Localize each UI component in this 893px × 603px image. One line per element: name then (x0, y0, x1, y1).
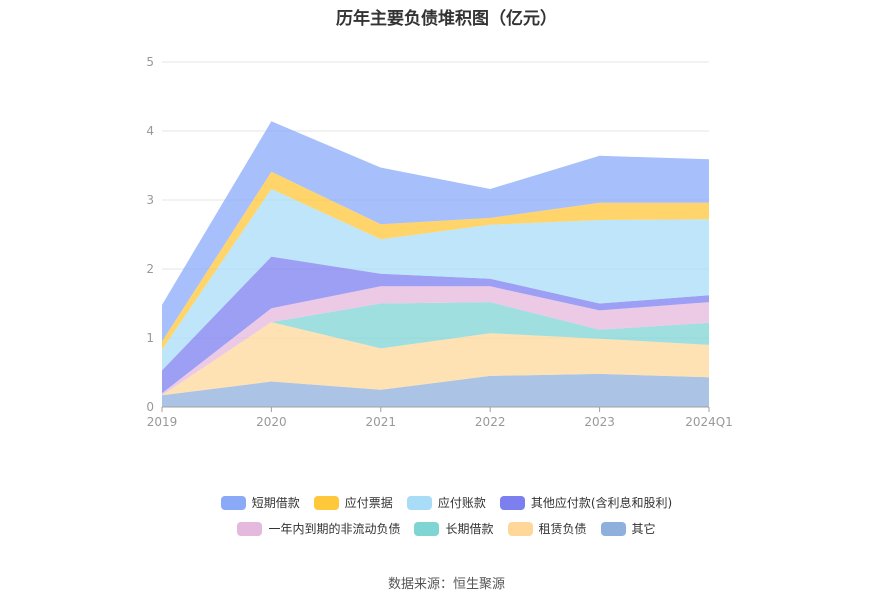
legend-label: 应付票据 (344, 496, 393, 510)
legend-swatch (507, 521, 533, 536)
legend-label: 其他应付款(含利息和股利) (530, 496, 673, 510)
y-tick-label: 5 (146, 55, 154, 69)
axis-layer: 0 1 2 3 4 5 2019 2020 2021 2022 2023 2024Q1 (146, 55, 732, 429)
legend-row: 一年内到期的非流动负债 长期借款 租赁负债 其它 (0, 520, 893, 537)
legend-row: 短期借款 应付票据 应付账款 其他应付款(含利息和股利) (0, 494, 893, 511)
y-tick-label: 4 (146, 124, 154, 138)
chart-title: 历年主要负债堆积图（亿元） (336, 9, 557, 29)
legend-label: 长期借款 (445, 522, 494, 536)
legend-label: 租赁负债 (538, 522, 587, 536)
x-tick-label: 2023 (584, 415, 615, 429)
legend-item[interactable]: 应付账款 (406, 494, 486, 511)
area-series-应付账款 (162, 189, 709, 371)
area-series-其它 (162, 373, 709, 407)
area-layer (162, 121, 709, 407)
area-series-长期借款 (162, 302, 709, 396)
legend-swatch (313, 495, 339, 510)
legend-item[interactable]: 应付票据 (313, 494, 393, 511)
legend-swatch (414, 521, 440, 536)
legend: 短期借款 应付票据 应付账款 其他应付款(含利息和股利) 一年内到期的非流动负债 长期借款… (0, 494, 893, 546)
legend-swatch (600, 521, 626, 536)
legend-swatch (220, 495, 246, 510)
legend-swatch (237, 521, 263, 536)
legend-item[interactable]: 租赁负债 (507, 520, 587, 537)
legend-label: 其它 (631, 522, 656, 536)
x-tick-label: 2020 (256, 415, 287, 429)
area-series-应付票据 (162, 171, 709, 350)
y-tick-label: 0 (146, 400, 154, 414)
area-series-短期借款 (162, 121, 709, 342)
legend-swatch (406, 495, 432, 510)
legend-label: 应付账款 (437, 496, 486, 510)
legend-item[interactable]: 短期借款 (220, 494, 300, 511)
area-series-租赁负债 (162, 322, 709, 396)
area-series-一年内到期的非流动负债 (162, 286, 709, 396)
legend-item[interactable]: 长期借款 (414, 520, 494, 537)
legend-label: 一年内到期的非流动负债 (268, 522, 401, 536)
x-tick-label: 2022 (475, 415, 506, 429)
x-tick-label: 2019 (147, 415, 178, 429)
data-source-note: 数据来源：恒生聚源 (387, 577, 505, 592)
area-series-其他应付款(含利息和股利) (162, 256, 709, 394)
legend-swatch (499, 495, 525, 510)
y-tick-label: 2 (146, 262, 154, 276)
x-tick-label: 2024Q1 (685, 415, 733, 429)
x-tick-label: 2021 (366, 415, 397, 429)
legend-item[interactable]: 一年内到期的非流动负债 (237, 520, 400, 537)
stacked-area-plot: 0 1 2 3 4 5 2019 2020 2021 2022 2023 2024Q1 (146, 55, 732, 429)
y-tick-label: 1 (146, 331, 154, 345)
legend-label: 短期借款 (251, 496, 300, 510)
legend-item[interactable]: 其他应付款(含利息和股利) (499, 494, 673, 511)
y-tick-label: 3 (146, 193, 154, 207)
legend-item[interactable]: 其它 (600, 520, 656, 537)
